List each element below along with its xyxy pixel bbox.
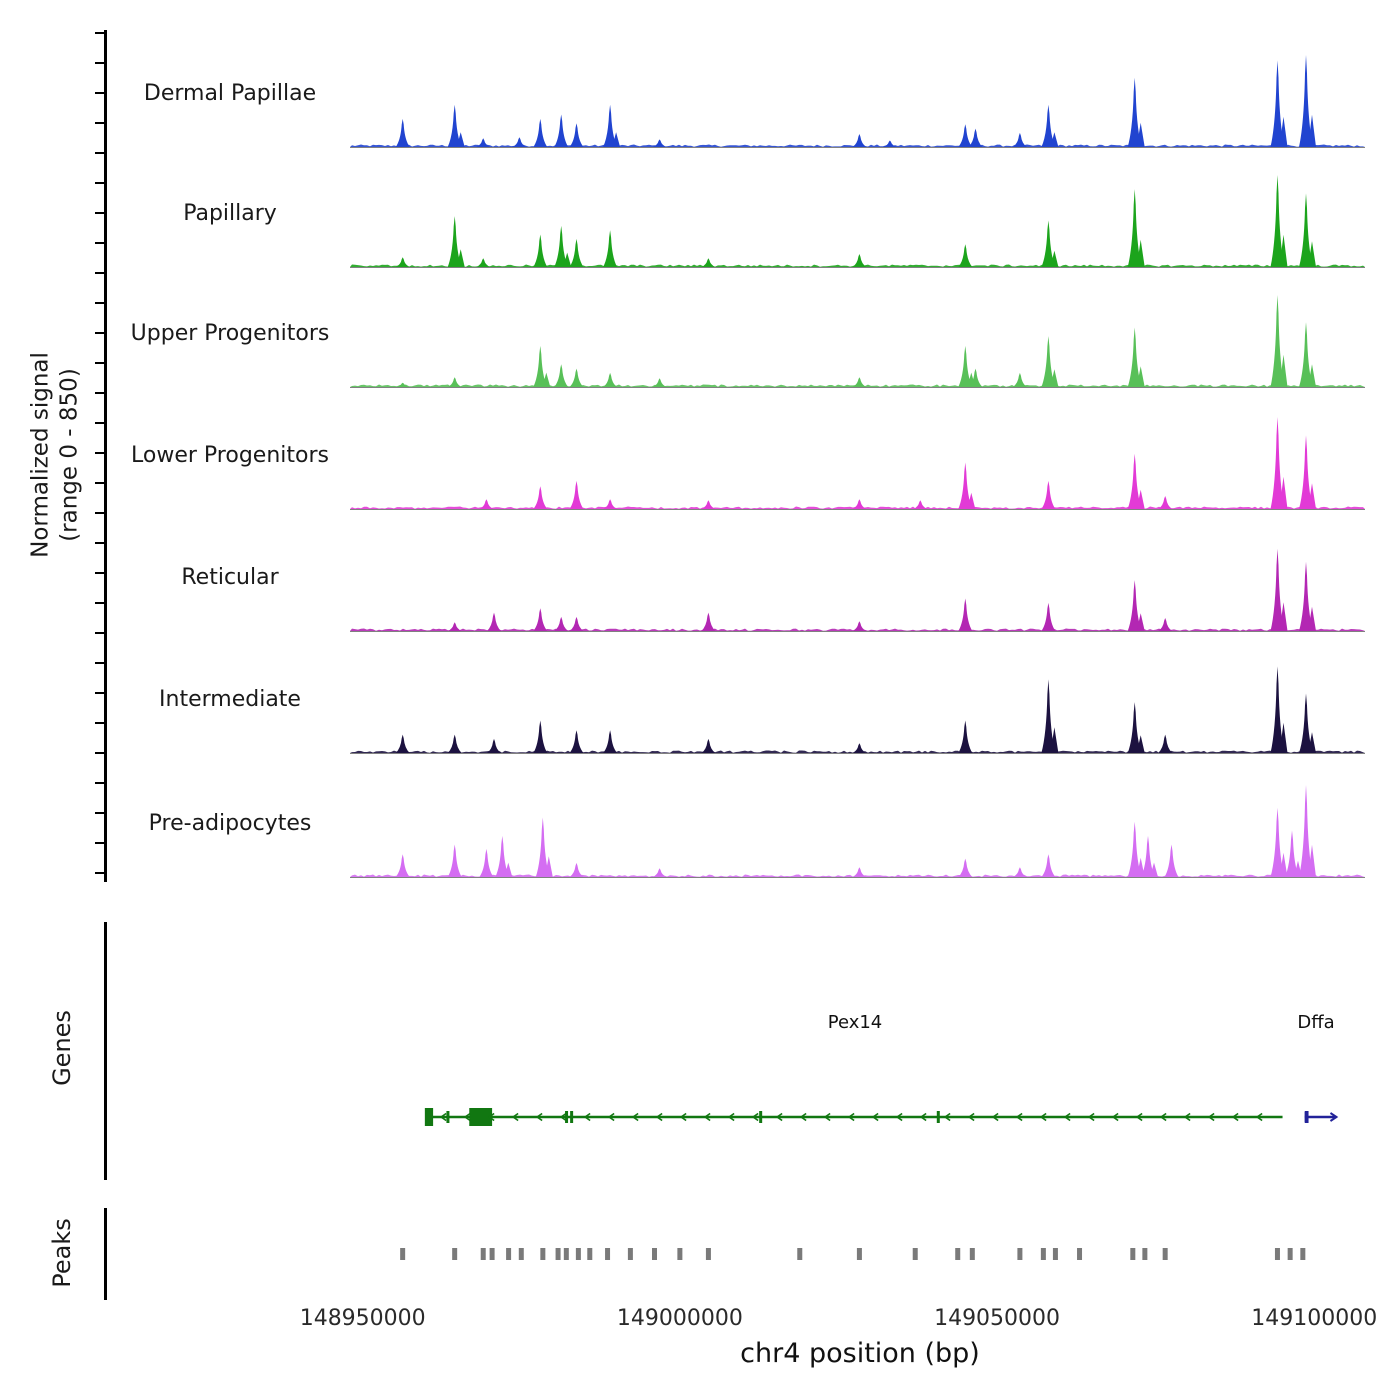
signal-track-4 xyxy=(350,548,1365,632)
y-axis-label: Normalized signal (range 0 - 850) xyxy=(26,352,84,558)
genes-axis-line xyxy=(104,922,107,1180)
y-axis-label-line2: (range 0 - 850) xyxy=(56,368,82,542)
track-label-3: Lower Progenitors xyxy=(131,443,329,468)
gene-name-dffa: Dffa xyxy=(1297,1012,1335,1033)
track-label-0: Dermal Papillae xyxy=(143,81,317,106)
peaks-section-label: Peaks xyxy=(48,1218,76,1288)
genes-section-label: Genes xyxy=(48,1010,76,1086)
gene-name-pex14: Pex14 xyxy=(827,1012,883,1033)
x-axis-tick-3: 149100000 xyxy=(1251,1306,1378,1331)
y-axis-label-line1: Normalized signal xyxy=(27,352,54,558)
track-label-6: Pre-adipocytes xyxy=(148,811,312,836)
peaks-axis-line xyxy=(104,1208,107,1300)
signal-track-2 xyxy=(350,295,1365,388)
signal-track-3 xyxy=(350,417,1365,510)
x-axis-tick-0: 148950000 xyxy=(299,1306,426,1331)
signal-axis-line xyxy=(104,30,107,882)
signal-track-6 xyxy=(350,785,1365,878)
signal-track-5 xyxy=(350,666,1365,754)
x-axis-title: chr4 position (bp) xyxy=(740,1338,980,1369)
track-label-2: Upper Progenitors xyxy=(130,321,330,346)
x-axis-tick-2: 149050000 xyxy=(934,1306,1061,1331)
signal-track-0 xyxy=(350,55,1365,148)
track-label-4: Reticular xyxy=(181,565,279,590)
signal-track-1 xyxy=(350,175,1365,268)
track-label-1: Papillary xyxy=(183,201,277,226)
peak-calls-track xyxy=(400,1248,1306,1260)
signal-axis-ticks xyxy=(95,32,104,882)
gene-models-track xyxy=(424,1108,1339,1126)
track-label-5: Intermediate xyxy=(159,687,301,712)
x-axis-tick-1: 149000000 xyxy=(616,1306,743,1331)
